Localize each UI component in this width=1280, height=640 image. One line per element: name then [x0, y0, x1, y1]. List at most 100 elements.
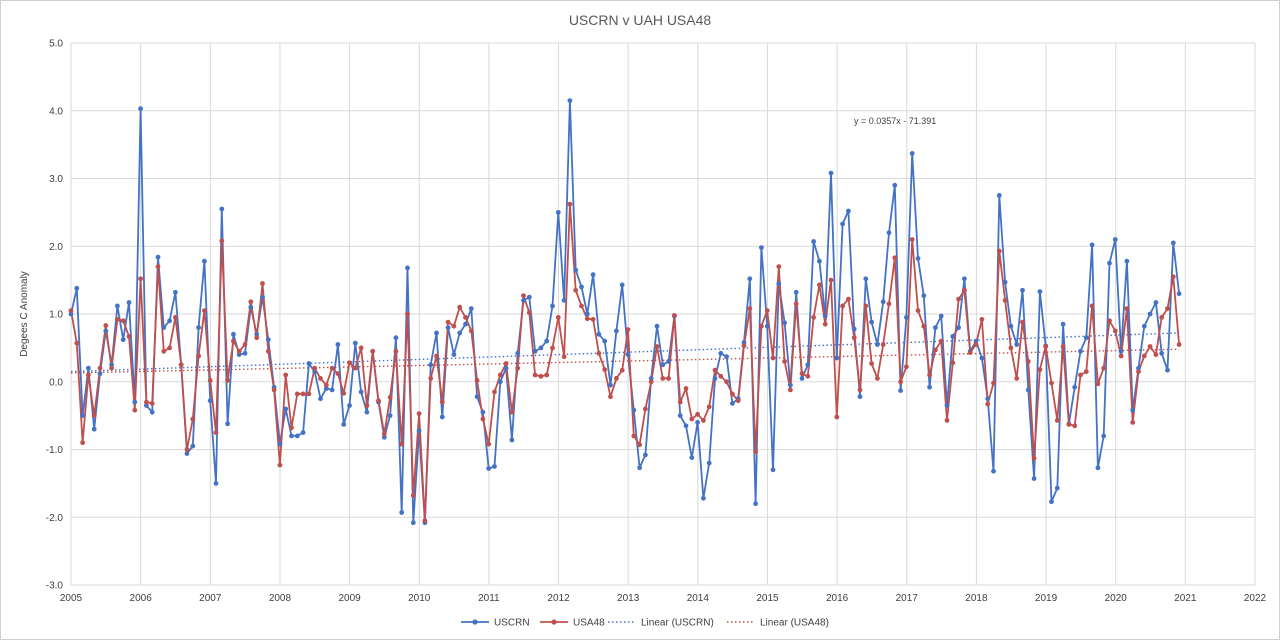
data-point	[1170, 274, 1176, 280]
data-point	[799, 371, 805, 376]
data-point	[828, 277, 834, 283]
data-point	[875, 342, 880, 347]
data-point	[967, 350, 973, 355]
data-point	[80, 440, 85, 446]
data-point	[898, 379, 903, 385]
data-point	[776, 281, 782, 286]
data-point	[526, 310, 532, 315]
legend-marker	[551, 619, 557, 625]
data-point	[654, 323, 660, 329]
data-point	[718, 373, 724, 379]
trendline-uscrn	[70, 332, 1180, 373]
data-point	[869, 319, 874, 325]
legend-item: USCRN	[461, 618, 530, 629]
data-point	[573, 287, 579, 293]
data-point	[550, 303, 555, 309]
data-point	[822, 313, 828, 319]
data-point	[329, 365, 335, 371]
legend-label: Linear (USCRN)	[641, 618, 714, 629]
data-point	[439, 399, 445, 405]
data-point	[1054, 418, 1060, 423]
data-point	[410, 520, 416, 526]
data-point	[625, 352, 631, 357]
data-point	[1095, 465, 1101, 471]
data-point	[880, 342, 886, 347]
data-point	[300, 391, 306, 397]
data-point	[1014, 376, 1020, 381]
data-point	[985, 396, 991, 402]
data-point	[602, 367, 608, 372]
data-point	[526, 294, 532, 300]
data-point	[341, 422, 347, 427]
series-points	[68, 98, 1182, 526]
data-point	[689, 416, 695, 422]
data-point	[973, 338, 979, 344]
data-point	[724, 354, 729, 360]
data-point	[503, 365, 509, 371]
y-tick-label: 5.0	[49, 39, 63, 50]
data-point	[892, 255, 898, 261]
data-point	[851, 335, 857, 341]
data-point	[213, 481, 219, 486]
data-point	[173, 289, 178, 295]
data-point	[747, 276, 753, 282]
data-point	[283, 372, 289, 378]
data-point	[1136, 365, 1141, 371]
data-point	[242, 350, 248, 356]
data-point	[265, 337, 271, 343]
data-point	[1153, 352, 1159, 357]
data-point	[863, 276, 869, 282]
data-point	[793, 301, 799, 307]
data-point	[312, 369, 318, 374]
data-point	[805, 362, 811, 368]
data-point	[834, 355, 840, 361]
data-point	[428, 362, 434, 368]
data-point	[312, 365, 318, 371]
data-point	[97, 365, 103, 371]
data-point	[834, 414, 840, 420]
data-point	[492, 389, 497, 395]
data-point	[631, 433, 637, 439]
data-point	[846, 296, 851, 302]
data-point	[103, 328, 109, 334]
data-point	[1136, 369, 1141, 374]
data-point	[828, 170, 834, 176]
data-point	[555, 315, 561, 320]
data-point	[225, 421, 231, 427]
data-point	[788, 387, 793, 393]
x-tick-label: 2021	[1174, 593, 1197, 604]
data-point	[80, 413, 85, 418]
data-point	[544, 372, 550, 378]
data-point	[352, 365, 358, 371]
data-point	[347, 360, 352, 366]
data-point	[689, 455, 695, 460]
data-point	[381, 431, 387, 437]
data-point	[1002, 298, 1008, 303]
data-point	[149, 409, 155, 415]
data-point	[1112, 328, 1118, 334]
data-point	[915, 308, 921, 313]
data-point	[144, 403, 149, 408]
data-point	[283, 406, 289, 412]
data-point	[909, 151, 915, 156]
data-point	[1025, 387, 1031, 393]
data-point	[1159, 350, 1165, 356]
data-point	[1165, 306, 1170, 311]
data-point	[399, 441, 405, 447]
data-point	[579, 284, 584, 290]
data-point	[822, 321, 828, 327]
data-point	[1118, 353, 1124, 359]
data-point	[567, 98, 573, 103]
x-tick-label: 2012	[547, 593, 570, 604]
data-point	[509, 437, 515, 443]
legend-item: Linear (USCRN)	[608, 618, 714, 629]
y-tick-label: 2.0	[49, 242, 63, 253]
data-point	[625, 327, 631, 332]
data-point	[277, 441, 283, 447]
data-point	[341, 390, 347, 396]
data-point	[434, 353, 439, 359]
trend-equation: y = 0.0357x - 71.391	[854, 116, 936, 126]
data-point	[364, 403, 370, 408]
data-point	[799, 376, 805, 381]
